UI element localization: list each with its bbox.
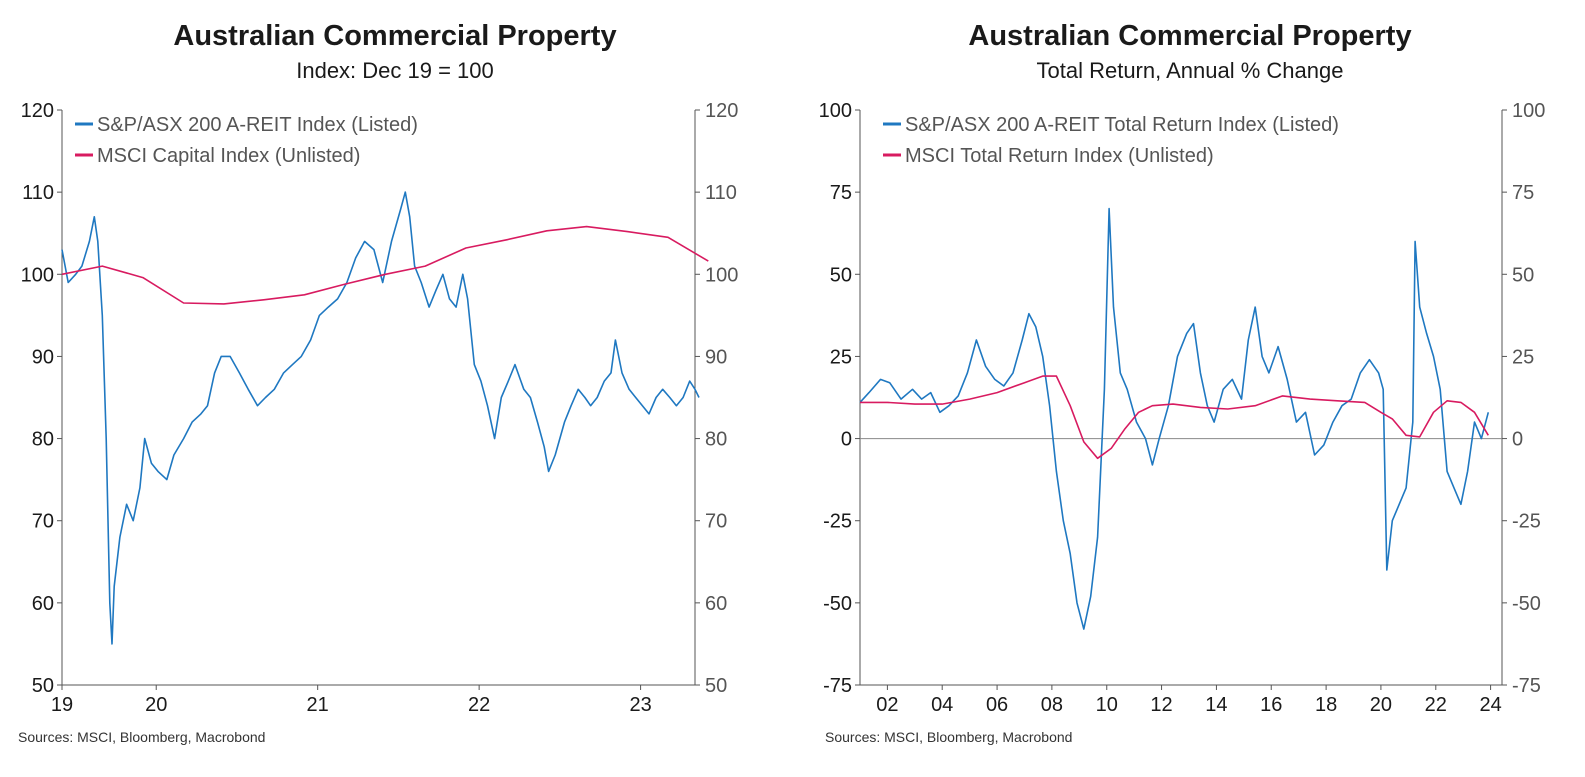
x-tick-label: 12: [1150, 694, 1172, 716]
y-tick-label-left: 60: [32, 593, 54, 615]
x-tick-label: 18: [1315, 694, 1337, 716]
y-tick-label-left: 25: [830, 346, 852, 368]
y-tick-label-left: 100: [819, 100, 852, 122]
y-tick-label-left: 110: [22, 182, 54, 204]
x-tick-label: 16: [1260, 694, 1282, 716]
legend-label-2: MSCI Total Return Index (Unlisted): [905, 145, 1214, 167]
right-chart-subtitle: Total Return, Annual % Change: [1036, 58, 1344, 83]
series-line-2: [860, 375, 1489, 460]
x-tick-label: 20: [1370, 694, 1392, 716]
x-tick-label: 02: [876, 694, 898, 716]
x-tick-label: 04: [931, 694, 953, 716]
x-tick-label: 23: [629, 694, 651, 716]
y-tick-label-left: 90: [32, 346, 54, 368]
left-source-note: Sources: MSCI, Bloomberg, Macrobond: [18, 729, 266, 745]
series-line-1: [61, 191, 700, 645]
x-tick-label: 08: [1041, 694, 1063, 716]
left-chart-panel: Australian Commercial Property Index: De…: [0, 0, 790, 777]
y-tick-label-right: -25: [1512, 511, 1541, 533]
left-chart-title: Australian Commercial Property: [173, 20, 617, 52]
y-tick-label-right: 100: [1512, 100, 1545, 122]
right-chart-panel: Australian Commercial Property Total Ret…: [795, 0, 1585, 777]
y-tick-label-left: 75: [830, 182, 852, 204]
right-chart-title: Australian Commercial Property: [968, 20, 1412, 52]
right-chart-plot: -75 -75 -50 -50 -25 -25 0 0 25 25 50 50 75 75 100 100 02…: [819, 100, 1546, 716]
x-tick-label: 21: [307, 694, 329, 716]
y-tick-label-left: -25: [823, 511, 852, 533]
y-tick-label-right: 25: [1512, 346, 1534, 368]
x-tick-label: 20: [145, 694, 167, 716]
y-tick-label-right: 120: [705, 100, 738, 122]
y-tick-label-right: 0: [1512, 429, 1523, 451]
y-tick-label-right: 75: [1512, 182, 1534, 204]
right-source-note: Sources: MSCI, Bloomberg, Macrobond: [825, 729, 1073, 745]
y-tick-label-left: -50: [823, 593, 852, 615]
y-tick-label-left: 0: [841, 429, 852, 451]
y-tick-label-right: 90: [705, 346, 727, 368]
legend-label-1: S&P/ASX 200 A-REIT Total Return Index (L…: [905, 114, 1339, 136]
x-tick-label: 14: [1205, 694, 1227, 716]
y-tick-label-right: 100: [705, 264, 738, 286]
x-tick-label: 22: [1425, 694, 1447, 716]
y-tick-label-left: 100: [21, 264, 54, 286]
left-chart-plot: 50 50 60 60 70 70 80 80 90 90 100 100 110 110 120 120 19…: [21, 100, 739, 716]
y-tick-label-right: 50: [705, 675, 727, 697]
x-tick-label: 22: [468, 694, 490, 716]
y-tick-label-right: -75: [1512, 675, 1541, 697]
x-tick-label: 10: [1096, 694, 1118, 716]
legend-label-1: S&P/ASX 200 A-REIT Index (Listed): [97, 114, 418, 136]
y-tick-label-right: 60: [705, 593, 727, 615]
y-tick-label-right: 80: [705, 429, 727, 451]
x-tick-label: 06: [986, 694, 1008, 716]
y-tick-label-left: 70: [32, 511, 54, 533]
y-tick-label-left: 80: [32, 429, 54, 451]
x-tick-label: 19: [51, 694, 73, 716]
legend-label-2: MSCI Capital Index (Unlisted): [97, 145, 360, 167]
series-line-1: [859, 207, 1490, 630]
y-tick-label-left: 50: [32, 675, 54, 697]
y-tick-label-right: -50: [1512, 593, 1541, 615]
y-tick-label-right: 70: [705, 511, 727, 533]
x-tick-label: 24: [1479, 694, 1501, 716]
y-tick-label-left: 120: [21, 100, 54, 122]
series-line-2: [61, 225, 709, 305]
y-tick-label-left: 50: [830, 264, 852, 286]
y-tick-label-right: 50: [1512, 264, 1534, 286]
left-chart-subtitle: Index: Dec 19 = 100: [296, 58, 494, 83]
y-tick-label-right: 110: [705, 182, 737, 204]
y-tick-label-left: -75: [823, 675, 852, 697]
